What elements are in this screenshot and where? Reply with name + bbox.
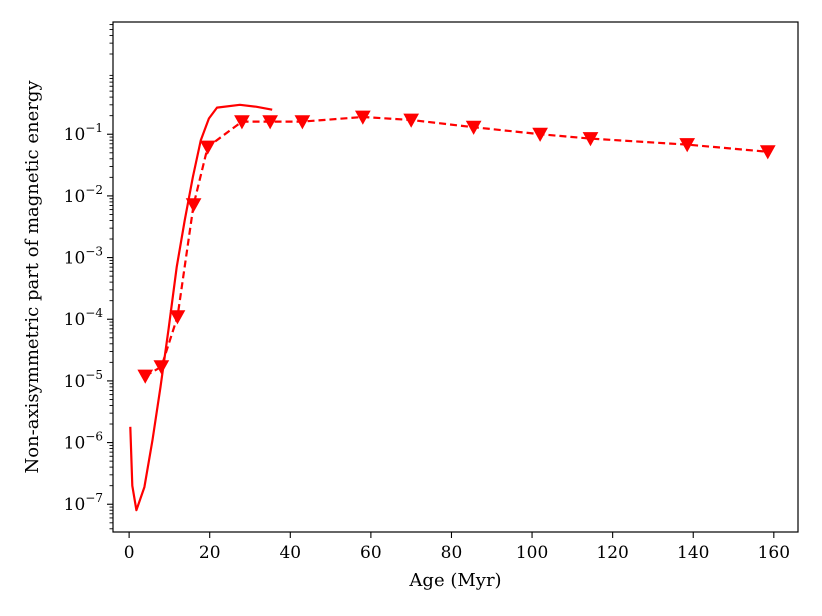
x-tick-label: 120: [596, 543, 628, 563]
x-tick-label: 100: [516, 543, 548, 563]
series-2-marker: [532, 127, 548, 142]
y-tick-label: 10−7: [64, 491, 103, 515]
plot-area: [129, 103, 776, 512]
series-1-line: [129, 103, 273, 512]
x-tick-label: 40: [279, 543, 301, 563]
y-axis-label: Non-axisymmetric part of magnetic energy: [22, 80, 43, 474]
x-axis-ticks: 0 20 40 60 80 100 120 140 160: [124, 532, 790, 563]
y-tick-label: 10−2: [64, 183, 103, 207]
series-2-marker: [234, 115, 250, 130]
y-tick-label: 10−1: [64, 121, 103, 145]
series-2-marker: [465, 120, 482, 135]
series-2-marker: [294, 115, 311, 130]
series-2-marker: [262, 115, 278, 130]
series-2-marker: [582, 132, 599, 147]
series-2-marker: [354, 110, 371, 125]
axes-frame: [112, 21, 799, 533]
x-tick-label: 80: [441, 543, 463, 563]
x-tick-label: 160: [758, 543, 790, 563]
x-tick-label: 140: [677, 543, 709, 563]
series-2-line: [144, 115, 768, 377]
x-axis-label: Age (Myr): [408, 570, 501, 591]
series-2-marker: [185, 198, 202, 213]
series-2-marker: [153, 360, 170, 375]
series-2-marker: [169, 310, 186, 325]
series-2-marker: [759, 145, 776, 160]
series-2-marker: [403, 113, 420, 128]
y-tick-label: 10−5: [64, 368, 103, 392]
x-tick-label: 60: [360, 543, 382, 563]
series-2-marker: [679, 138, 696, 153]
y-axis-ticks: 10−7 10−6 10−5 10−4 10−3 10−2 10−1: [64, 24, 113, 530]
series-2-marker: [137, 369, 154, 384]
x-tick-label: 0: [124, 543, 135, 563]
y-tick-label: 10−3: [64, 245, 103, 269]
y-tick-label: 10−6: [64, 430, 103, 454]
series-2-marker: [199, 140, 216, 155]
x-tick-label: 20: [199, 543, 221, 563]
y-tick-label: 10−4: [64, 306, 104, 330]
